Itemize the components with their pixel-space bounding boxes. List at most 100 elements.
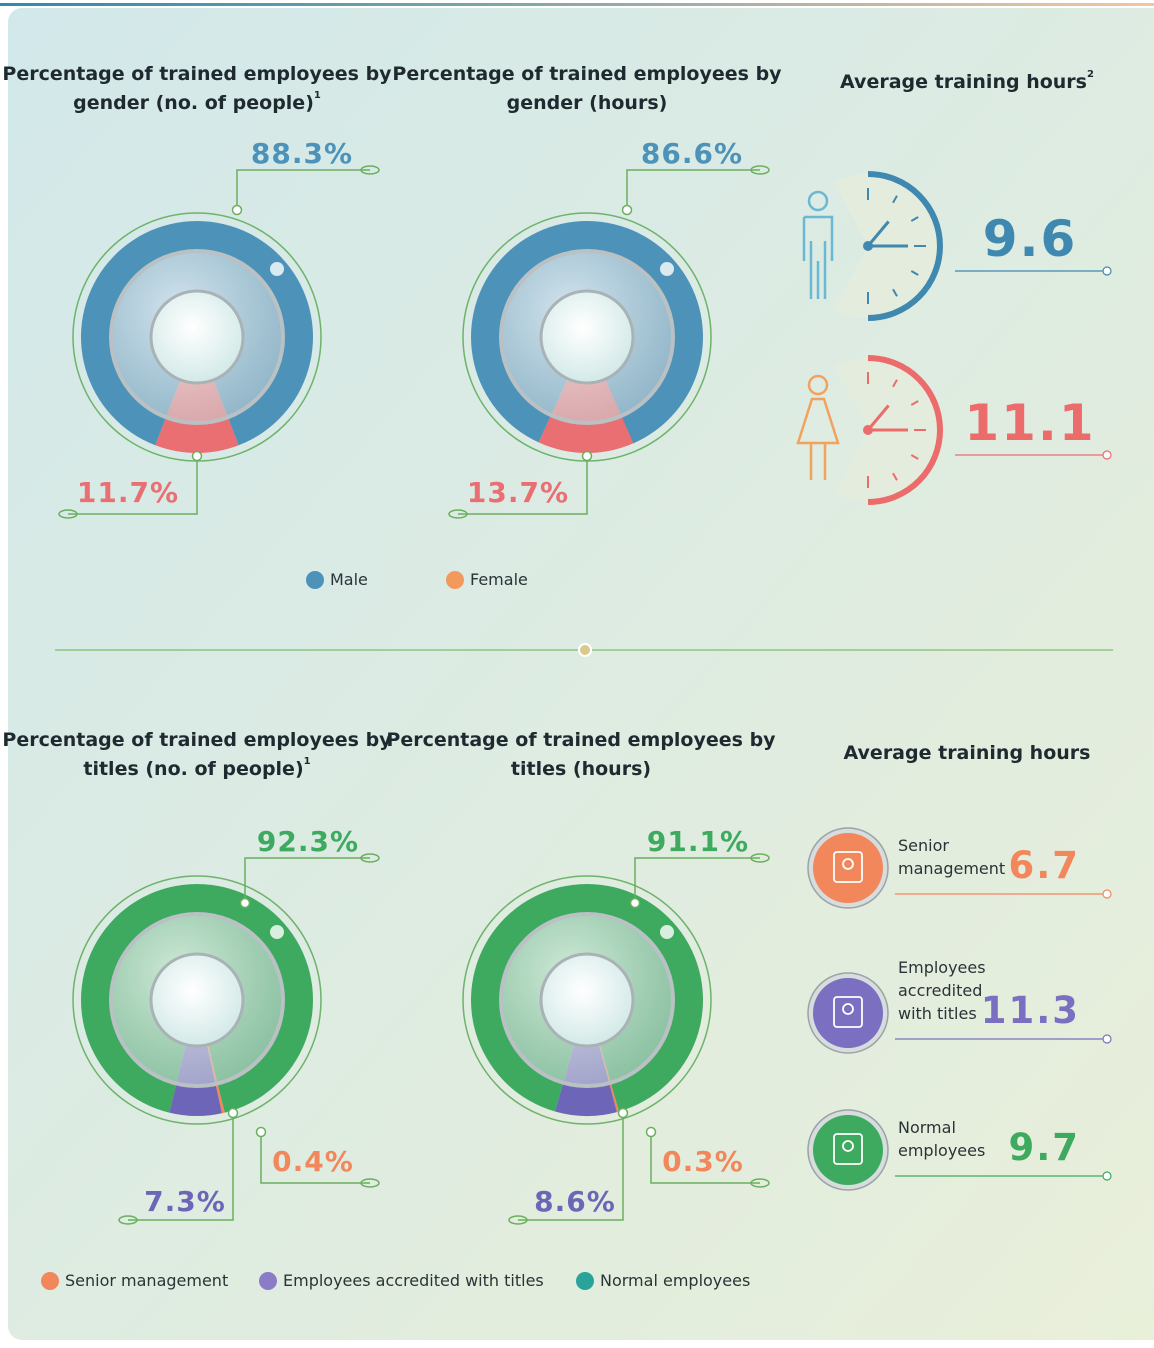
- stat-value: 11.3: [980, 989, 1080, 1032]
- clock-tick: [892, 195, 898, 204]
- stat-value: 6.7: [1008, 844, 1080, 887]
- center-disc: [149, 289, 245, 385]
- leader-anchor: [629, 897, 641, 909]
- leader-anchor: [255, 1126, 267, 1138]
- clock-tick: [910, 270, 919, 276]
- leader-anchor: [621, 204, 633, 216]
- legend-swatch: [576, 1272, 594, 1290]
- person-body: [796, 397, 840, 480]
- clock-rim: [867, 171, 943, 321]
- center-disc: [539, 289, 635, 385]
- leader-end: [360, 853, 380, 863]
- legend-label: Employees accredited with titles: [283, 1271, 544, 1290]
- icon-glyph: [833, 1133, 863, 1165]
- highlight: [660, 262, 674, 276]
- chart-title: Average training hours: [767, 739, 1154, 768]
- leader-end: [750, 1178, 770, 1188]
- leader-end: [508, 1215, 528, 1225]
- leader-end: [360, 165, 380, 175]
- chart-title: Average training hours2: [767, 68, 1154, 97]
- leader-line: [128, 1113, 234, 1221]
- value-label: 0.4%: [272, 1145, 354, 1178]
- leader-line: [244, 857, 370, 903]
- clock-tick: [910, 400, 919, 406]
- title-text: Average training hours: [843, 742, 1091, 764]
- clock-tick: [910, 454, 919, 460]
- clock-tick: [892, 472, 898, 481]
- icon-glyph: [842, 858, 854, 870]
- chart-title: Percentage of trained employees by title…: [381, 726, 781, 784]
- category-label: Senior management: [898, 836, 1006, 878]
- underline-end: [1102, 889, 1112, 899]
- title-text: Percentage of trained employees by gende…: [2, 63, 392, 114]
- highlight: [660, 925, 674, 939]
- footnote-mark: 1: [303, 756, 311, 767]
- title-text: Average training hours: [840, 71, 1087, 93]
- underline-end: [1102, 266, 1112, 276]
- value-label: 92.3%: [256, 825, 360, 858]
- value-label: 7.3%: [144, 1185, 226, 1218]
- clock-pin: [863, 241, 873, 251]
- clock-tick: [892, 379, 898, 388]
- value-label: 0.3%: [662, 1145, 744, 1178]
- person-head: [807, 190, 829, 212]
- leader-end: [448, 509, 468, 519]
- center-disc: [149, 952, 245, 1048]
- clock-hand: [866, 220, 890, 247]
- legend-label: Male: [330, 570, 368, 589]
- leader-line: [626, 169, 760, 210]
- leader-end: [750, 853, 770, 863]
- legend-swatch: [306, 571, 324, 589]
- leader-line: [68, 456, 198, 515]
- legend-swatch: [259, 1272, 277, 1290]
- clock-tick: [892, 288, 898, 297]
- value-label: 11.7%: [76, 476, 180, 509]
- legend-label: Normal employees: [600, 1271, 751, 1290]
- title-text: Percentage of trained employees by title…: [2, 729, 392, 780]
- stat-value: 9.6: [982, 210, 1078, 268]
- leader-end: [360, 1178, 380, 1188]
- title-text: Percentage of trained employees by title…: [386, 729, 776, 780]
- outer-ring: [462, 875, 712, 1125]
- leader-line: [650, 1132, 760, 1184]
- underline-end: [1102, 450, 1112, 460]
- leader-anchor: [231, 204, 243, 216]
- title-text: Percentage of trained employees by gende…: [392, 63, 782, 114]
- highlight: [270, 262, 284, 276]
- top-border: [0, 3, 1154, 6]
- leader-line: [518, 1113, 624, 1221]
- legend-swatch: [446, 571, 464, 589]
- chart-title: Percentage of trained employees by gende…: [387, 60, 787, 118]
- leader-end: [750, 165, 770, 175]
- chart-title: Percentage of trained employees by gende…: [0, 60, 397, 118]
- divider-dot: [578, 643, 592, 657]
- leader-line: [236, 169, 370, 210]
- value-label: 88.3%: [250, 137, 354, 170]
- clock-tick: [910, 216, 919, 222]
- icon-glyph: [833, 996, 863, 1028]
- leader-anchor: [239, 897, 251, 909]
- underline-end: [1102, 1034, 1112, 1044]
- leader-end: [58, 509, 78, 519]
- icon-glyph: [833, 851, 863, 883]
- leader-line: [634, 857, 760, 903]
- value-label: 86.6%: [640, 137, 744, 170]
- leader-anchor: [581, 450, 593, 462]
- highlight: [270, 925, 284, 939]
- footnote-mark: 1: [313, 90, 321, 101]
- underline-end: [1102, 1171, 1112, 1181]
- legend-swatch: [41, 1272, 59, 1290]
- category-label: Normal employees: [898, 1118, 986, 1160]
- icon-glyph: [842, 1140, 854, 1152]
- person-body: [802, 215, 834, 299]
- leader-anchor: [191, 450, 203, 462]
- leader-line: [260, 1132, 370, 1184]
- icon: [813, 833, 883, 903]
- leader-end: [118, 1215, 138, 1225]
- leader-anchor: [645, 1126, 657, 1138]
- legend-label: Senior management: [65, 1271, 229, 1290]
- value-label: 8.6%: [534, 1185, 616, 1218]
- legend-label: Female: [470, 570, 528, 589]
